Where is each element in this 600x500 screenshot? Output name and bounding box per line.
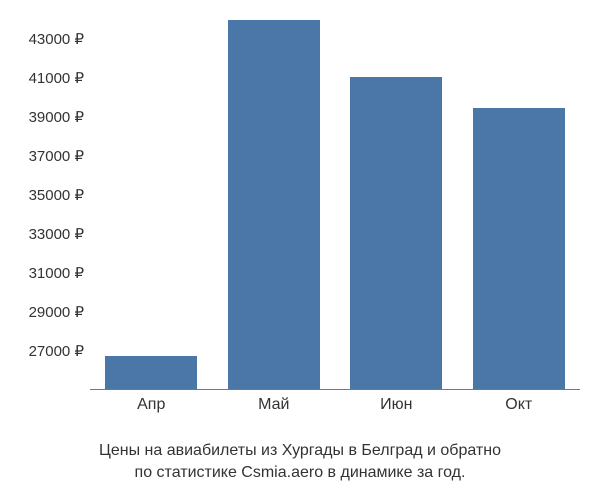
x-axis: Апр Май Июн Окт <box>90 396 580 420</box>
y-tick-label: 39000 ₽ <box>29 108 84 126</box>
caption-line-1: Цены на авиабилеты из Хургады в Белград … <box>12 440 588 462</box>
chart-caption: Цены на авиабилеты из Хургады в Белград … <box>0 440 600 483</box>
y-tick-label: 27000 ₽ <box>29 342 84 360</box>
bar <box>105 356 197 389</box>
y-tick-label: 43000 ₽ <box>29 30 84 48</box>
plot-area <box>90 0 580 390</box>
price-chart: 27000 ₽ 29000 ₽ 31000 ₽ 33000 ₽ 35000 ₽ 37000… <box>0 0 600 430</box>
bar <box>350 77 442 389</box>
y-tick-label: 31000 ₽ <box>29 264 84 282</box>
y-axis: 27000 ₽ 29000 ₽ 31000 ₽ 33000 ₽ 35000 ₽ 37000… <box>0 0 90 390</box>
x-tick-label: Май <box>258 396 289 414</box>
x-tick-label: Апр <box>137 396 165 414</box>
x-tick-label: Июн <box>380 396 412 414</box>
y-tick-label: 33000 ₽ <box>29 225 84 243</box>
y-tick-label: 35000 ₽ <box>29 186 84 204</box>
y-tick-label: 37000 ₽ <box>29 147 84 165</box>
caption-line-2: по статистике Csmia.aero в динамике за г… <box>12 462 588 484</box>
bar <box>473 108 565 389</box>
y-tick-label: 29000 ₽ <box>29 303 84 321</box>
bar <box>228 20 320 389</box>
y-tick-label: 41000 ₽ <box>29 69 84 87</box>
x-tick-label: Окт <box>505 396 532 414</box>
